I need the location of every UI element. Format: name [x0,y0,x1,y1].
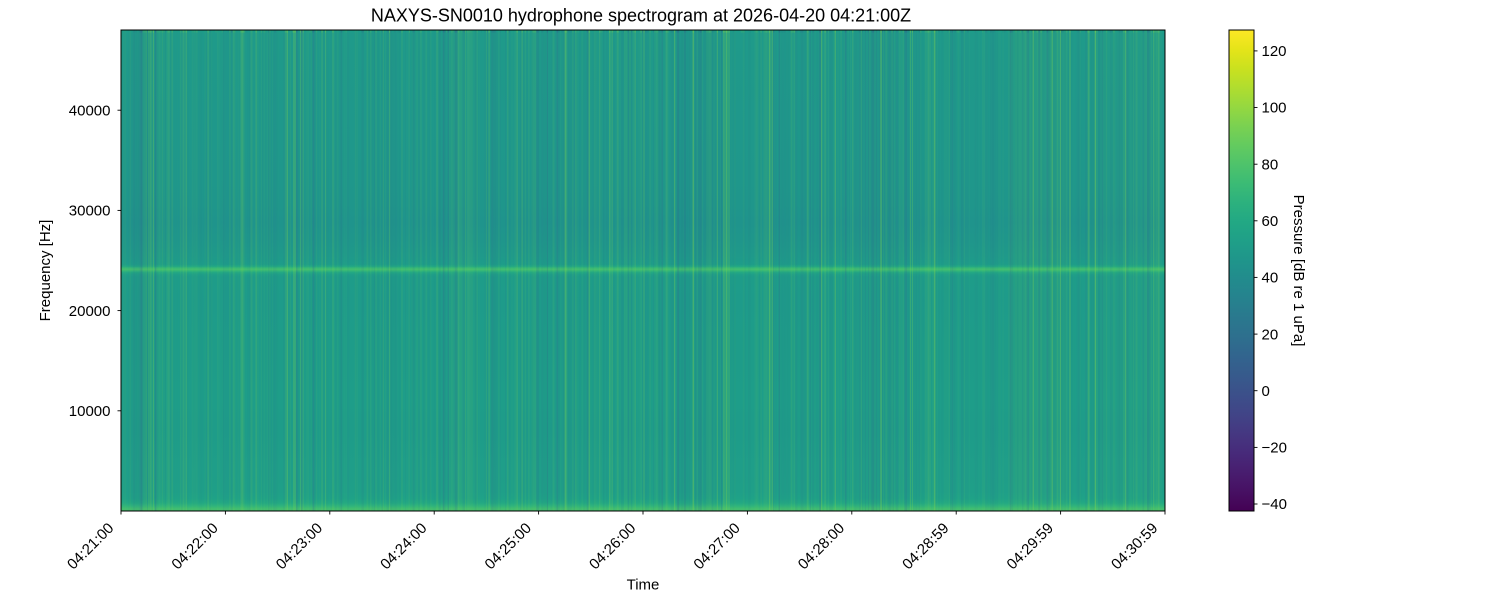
svg-text:−40: −40 [1262,496,1287,513]
svg-text:04:21:00: 04:21:00 [64,520,117,573]
svg-text:100: 100 [1262,100,1287,117]
svg-text:NAXYS-SN0010 hydrophone spectr: NAXYS-SN0010 hydrophone spectrogram at 2… [371,6,911,26]
svg-text:04:27:00: 04:27:00 [690,520,743,573]
svg-text:04:26:00: 04:26:00 [586,520,639,573]
svg-text:Time: Time [627,577,660,594]
svg-text:04:30:59: 04:30:59 [1108,520,1161,573]
svg-text:04:22:00: 04:22:00 [168,520,221,573]
svg-text:04:24:00: 04:24:00 [377,520,430,573]
svg-text:80: 80 [1262,156,1279,173]
svg-text:−20: −20 [1262,440,1287,457]
svg-text:40000: 40000 [69,102,111,119]
svg-text:30000: 30000 [69,203,111,220]
svg-text:04:25:00: 04:25:00 [482,520,535,573]
svg-text:20: 20 [1262,326,1279,343]
svg-text:Pressure [dB re 1 uPa]: Pressure [dB re 1 uPa] [1290,195,1307,347]
svg-text:04:28:59: 04:28:59 [899,520,952,573]
svg-text:Frequency [Hz]: Frequency [Hz] [37,220,54,322]
svg-text:0: 0 [1262,383,1270,400]
svg-text:120: 120 [1262,43,1287,60]
svg-text:04:23:00: 04:23:00 [273,520,326,573]
svg-text:20000: 20000 [69,303,111,320]
svg-text:40: 40 [1262,270,1279,287]
svg-text:10000: 10000 [69,403,111,420]
svg-text:04:29:59: 04:29:59 [1004,520,1057,573]
svg-text:60: 60 [1262,213,1279,230]
svg-text:04:28:00: 04:28:00 [795,520,848,573]
